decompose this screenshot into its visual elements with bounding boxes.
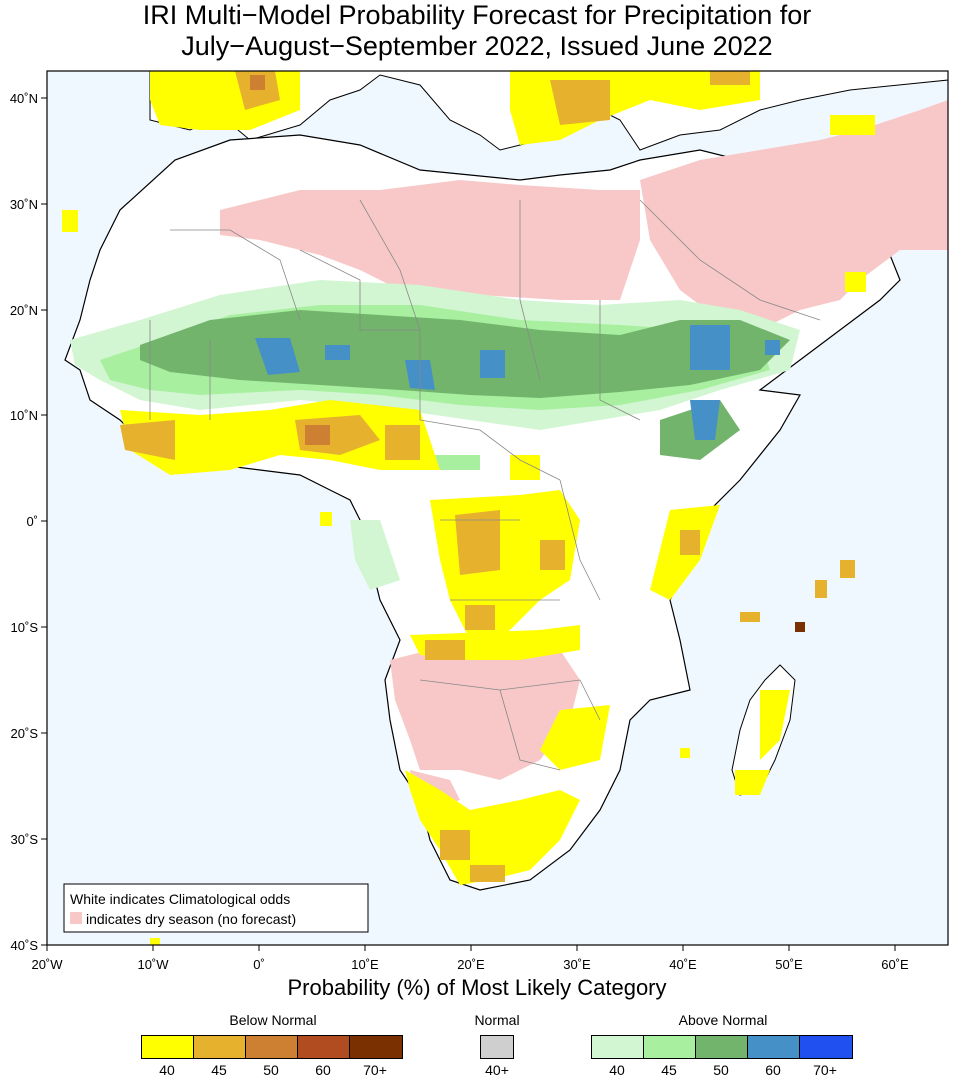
below-swatch-40 bbox=[142, 1036, 194, 1058]
below-normal-areas bbox=[62, 71, 875, 945]
lat-label-40s: 40˚S bbox=[11, 938, 39, 953]
lat-label-40n: 40˚N bbox=[10, 91, 38, 106]
lat-axis: 40˚N 30˚N 20˚N 10˚N 0˚ 10˚S 20˚S 30˚S 40… bbox=[10, 91, 47, 953]
above-tick-50: 50 bbox=[713, 1062, 729, 1078]
below-tick-70: 70+ bbox=[363, 1062, 387, 1078]
above-swatch-45 bbox=[644, 1036, 696, 1058]
dry-season-areas bbox=[220, 100, 948, 810]
below-normal-label: Below Normal bbox=[229, 1012, 317, 1028]
above-swatch-60 bbox=[748, 1036, 800, 1058]
below-tick-50: 50 bbox=[263, 1062, 279, 1078]
lon-label-20e: 20˚E bbox=[457, 957, 485, 972]
above-swatch-50 bbox=[696, 1036, 748, 1058]
lat-label-30n: 30˚N bbox=[10, 197, 38, 212]
country-boundaries bbox=[149, 199, 821, 771]
map-frame bbox=[46, 70, 949, 946]
title-line-2: July−August−September 2022, Issued June … bbox=[181, 31, 773, 61]
note-line-2: indicates dry season (no forecast) bbox=[86, 911, 296, 927]
above-tick-60: 60 bbox=[765, 1062, 781, 1078]
lon-label-10e: 10˚E bbox=[351, 957, 379, 972]
normal-label: Normal bbox=[474, 1012, 520, 1028]
lat-label-10s: 10˚S bbox=[11, 620, 39, 635]
below-swatch-45 bbox=[194, 1036, 246, 1058]
lat-label-0: 0˚ bbox=[26, 514, 38, 529]
above-tick-70: 70+ bbox=[813, 1062, 837, 1078]
below-tick-40: 40 bbox=[159, 1062, 175, 1078]
title-line-1: IRI Multi−Model Probability Forecast for… bbox=[142, 0, 812, 30]
dry-season-swatch bbox=[70, 912, 82, 924]
lat-label-20s: 20˚S bbox=[11, 726, 39, 741]
below-normal-swatches bbox=[141, 1035, 403, 1059]
lon-label-50e: 50˚E bbox=[775, 957, 803, 972]
below-swatch-70 bbox=[350, 1036, 402, 1058]
lon-axis: 20˚W 10˚W 0˚ 10˚E 20˚E 30˚E 40˚E 50˚E 60… bbox=[31, 945, 909, 972]
normal-swatches bbox=[480, 1035, 514, 1059]
lat-label-10n: 10˚N bbox=[10, 408, 38, 423]
above-normal-areas bbox=[70, 280, 800, 590]
below-swatch-60 bbox=[298, 1036, 350, 1058]
lat-label-30s: 30˚S bbox=[11, 832, 39, 847]
lon-label-30e: 30˚E bbox=[563, 957, 591, 972]
lon-label-60e: 60˚E bbox=[881, 957, 909, 972]
above-normal-label: Above Normal bbox=[678, 1012, 768, 1028]
above-swatch-70 bbox=[800, 1036, 852, 1058]
note-line-1: White indicates Climatological odds bbox=[70, 891, 290, 907]
above-normal-swatches bbox=[591, 1035, 853, 1059]
lon-label-10w: 10˚W bbox=[137, 957, 169, 972]
lon-label-40e: 40˚E bbox=[669, 957, 697, 972]
above-swatch-40 bbox=[592, 1036, 644, 1058]
above-tick-40: 40 bbox=[609, 1062, 625, 1078]
lat-label-20n: 20˚N bbox=[10, 303, 38, 318]
legend-title: Probability (%) of Most Likely Category bbox=[287, 975, 667, 1000]
climatology-note-box: White indicates Climatological odds indi… bbox=[63, 883, 369, 933]
lon-label-20w: 20˚W bbox=[31, 957, 63, 972]
below-tick-60: 60 bbox=[315, 1062, 331, 1078]
normal-tick-40: 40+ bbox=[485, 1062, 509, 1078]
map-title: IRI Multi−Model Probability Forecast for… bbox=[0, 0, 954, 62]
lon-label-0: 0˚ bbox=[253, 957, 265, 972]
normal-swatch-40 bbox=[481, 1036, 513, 1058]
below-tick-45: 45 bbox=[211, 1062, 227, 1078]
below-swatch-50 bbox=[246, 1036, 298, 1058]
above-tick-45: 45 bbox=[661, 1062, 677, 1078]
